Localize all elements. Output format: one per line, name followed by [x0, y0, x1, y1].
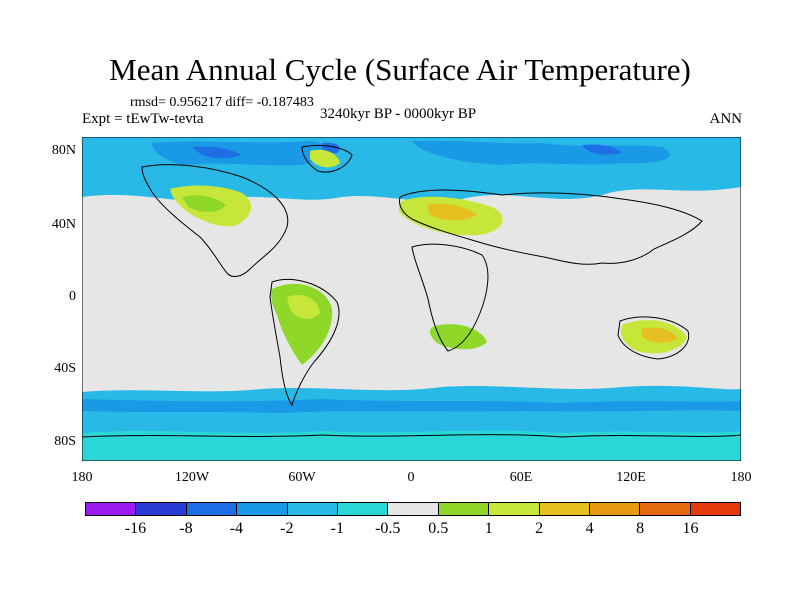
colorbar-box — [640, 503, 691, 515]
south-america-warm-region — [271, 283, 333, 365]
colorbar-box — [589, 503, 641, 515]
colorbar-box — [438, 503, 490, 515]
colorbar-label: -0.5 — [375, 520, 401, 537]
colorbar-label: -1 — [330, 520, 344, 537]
colorbar-label: 1 — [484, 520, 493, 537]
greenland-warm-patch — [310, 149, 340, 168]
lat-label-40s: 40S — [54, 361, 76, 376]
colorbar-label: -2 — [280, 520, 294, 537]
colorbar-label: -4 — [229, 520, 244, 537]
southern-ocean-mid-band — [82, 399, 741, 413]
lon-label-60w: 60W — [288, 470, 316, 485]
lon-label-60e: 60E — [509, 470, 533, 485]
season-label: ANN — [709, 111, 743, 127]
lat-label-40n: 40N — [51, 217, 76, 232]
colorbar-label: 16 — [682, 520, 699, 537]
coastlines — [82, 144, 741, 438]
north-america-warm-core — [182, 195, 226, 212]
colorbar-label: -8 — [179, 520, 193, 537]
lat-label-80n: 80N — [51, 143, 76, 158]
colorbar-box — [287, 503, 338, 515]
arctic-deep-cold-region — [152, 140, 670, 166]
colorbar-box — [86, 503, 137, 515]
lon-label-180w: 180 — [71, 470, 93, 485]
stats-line: rmsd= 0.956217 diff= -0.187483 — [130, 95, 314, 110]
antarctic-region — [82, 430, 741, 461]
colorbar-box — [690, 503, 741, 515]
chart-title: Mean Annual Cycle (Surface Air Temperatu… — [109, 52, 691, 87]
colorbar-box — [186, 503, 238, 515]
colorbar-box — [337, 503, 389, 515]
australia-warm-core — [642, 327, 678, 343]
period-label: 3240kyr BP - 0000kyr BP — [320, 106, 477, 122]
colorbar-box — [489, 503, 540, 515]
colorbar-label: -16 — [124, 520, 147, 537]
temperature-anomaly-map — [82, 137, 741, 461]
colorbar-box — [388, 503, 439, 515]
colorbar-box — [539, 503, 590, 515]
lat-label-0: 0 — [69, 289, 76, 304]
lat-label-80s: 80S — [54, 434, 76, 449]
lon-label-0: 0 — [407, 470, 415, 485]
south-america-warm-core — [287, 294, 320, 319]
africa-warm-region — [429, 324, 487, 350]
colorbar — [85, 502, 741, 516]
lon-label-120w: 120W — [174, 470, 210, 485]
colorbar-box — [136, 503, 187, 515]
colorbar-label: 2 — [535, 520, 544, 537]
colorbar-label: 4 — [585, 520, 594, 537]
colorbar-label: 0.5 — [428, 520, 449, 537]
arctic-darkest-patches — [192, 142, 622, 159]
colorbar-box — [237, 503, 288, 515]
colorbar-label: 8 — [636, 520, 645, 537]
experiment-label: Expt = tEwTw-tevta — [82, 111, 204, 127]
lon-label-180e: 180 — [730, 470, 752, 485]
europe-asia-warm-core — [427, 203, 477, 221]
lon-label-120e: 120E — [616, 470, 646, 485]
